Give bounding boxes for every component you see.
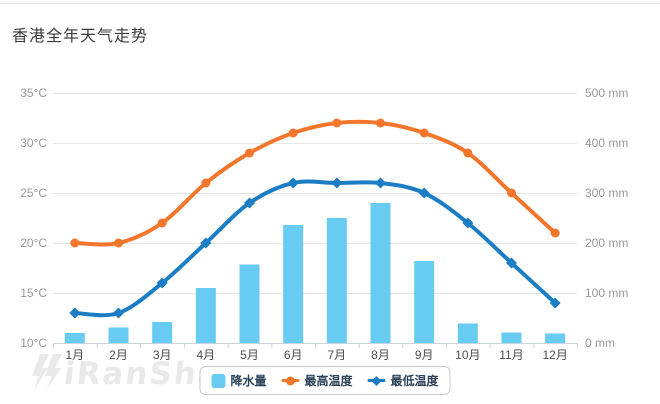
max-temp-point[interactable] bbox=[550, 228, 560, 238]
min-temp-point[interactable] bbox=[331, 177, 343, 189]
precipitation-bar[interactable] bbox=[501, 332, 522, 344]
x-axis-label: 6月 bbox=[284, 348, 303, 362]
page-title: 香港全年天气走势 bbox=[12, 28, 149, 45]
min-temp-point[interactable] bbox=[156, 277, 168, 289]
max-temp-point[interactable] bbox=[376, 118, 385, 128]
legend: 降水量 最高温度 最低温度 bbox=[199, 366, 451, 395]
x-axis-label: 10月 bbox=[455, 348, 480, 362]
max-temp-point[interactable] bbox=[419, 128, 429, 138]
legend-label-precipitation: 降水量 bbox=[230, 374, 267, 388]
max-temp-point[interactable] bbox=[332, 118, 342, 128]
x-axis-label: 3月 bbox=[153, 348, 172, 362]
precipitation-bar[interactable] bbox=[152, 322, 173, 343]
precipitation-bar[interactable] bbox=[457, 323, 478, 344]
y-axis-label-right: 0 mm bbox=[585, 336, 615, 350]
y-axis-label-left: 25°C bbox=[20, 186, 47, 200]
min-temp-marker-icon bbox=[367, 375, 386, 386]
max-temp-point[interactable] bbox=[114, 238, 123, 248]
precipitation-bar[interactable] bbox=[108, 327, 129, 344]
min-temp-point[interactable] bbox=[418, 187, 430, 199]
y-axis-label-left: 15°C bbox=[20, 286, 47, 300]
max-temp-point[interactable] bbox=[245, 148, 254, 158]
min-temp-point[interactable] bbox=[69, 307, 81, 319]
legend-label-max-temp: 最高温度 bbox=[304, 374, 353, 388]
precipitation-bar[interactable] bbox=[239, 264, 260, 344]
min-temp-point[interactable] bbox=[462, 217, 474, 229]
min-temp-point[interactable] bbox=[549, 297, 561, 309]
min-temp-point[interactable] bbox=[506, 257, 517, 269]
precipitation-bar[interactable] bbox=[64, 333, 85, 343]
max-temp-point[interactable] bbox=[70, 238, 80, 248]
top-divider bbox=[0, 3, 660, 4]
x-axis-label: 5月 bbox=[240, 348, 259, 362]
max-temp-point[interactable] bbox=[201, 178, 211, 188]
max-temp-point[interactable] bbox=[288, 128, 298, 138]
precipitation-bar[interactable] bbox=[370, 203, 391, 343]
y-axis-label-left: 20°C bbox=[20, 236, 47, 250]
precipitation-bar[interactable] bbox=[283, 225, 304, 343]
x-axis-label: 2月 bbox=[109, 348, 128, 362]
min-temp-line[interactable] bbox=[72, 179, 558, 318]
y-axis-label-right: 400 mm bbox=[585, 136, 628, 150]
x-axis-label: 9月 bbox=[415, 348, 434, 362]
y-axis-label-right: 300 mm bbox=[585, 186, 628, 200]
y-axis-label-right: 100 mm bbox=[585, 286, 628, 300]
min-temp-point[interactable] bbox=[200, 237, 212, 249]
y-axis-label-left: 30°C bbox=[20, 136, 47, 150]
legend-label-min-temp: 最低温度 bbox=[390, 374, 439, 388]
max-temp-point[interactable] bbox=[463, 148, 473, 158]
x-axis-label: 4月 bbox=[196, 348, 215, 362]
y-axis-label-left: 35°C bbox=[20, 86, 47, 100]
legend-item-max-temp[interactable]: 最高温度 bbox=[281, 372, 353, 389]
precipitation-bar[interactable] bbox=[195, 288, 216, 343]
y-axis-label-right: 500 mm bbox=[585, 86, 628, 100]
x-axis-label: 8月 bbox=[371, 348, 390, 362]
x-axis-label: 7月 bbox=[327, 348, 346, 362]
max-temp-point[interactable] bbox=[507, 188, 516, 198]
max-temp-marker-icon bbox=[281, 376, 300, 385]
precipitation-bar[interactable] bbox=[326, 218, 347, 343]
legend-item-precipitation[interactable]: 降水量 bbox=[211, 372, 266, 389]
precipitation-bar[interactable] bbox=[545, 333, 566, 344]
min-temp-point[interactable] bbox=[375, 177, 386, 189]
x-axis-label: 12月 bbox=[542, 348, 567, 362]
legend-item-min-temp[interactable]: 最低温度 bbox=[367, 372, 439, 389]
min-temp-point[interactable] bbox=[113, 307, 124, 319]
min-temp-point[interactable] bbox=[244, 197, 255, 209]
precipitation-bar[interactable] bbox=[414, 261, 435, 343]
max-temp-point[interactable] bbox=[157, 218, 167, 228]
precipitation-swatch-icon bbox=[211, 373, 226, 388]
y-axis-label-right: 200 mm bbox=[585, 236, 628, 250]
min-temp-point[interactable] bbox=[287, 177, 299, 189]
y-axis-label-left: 10°C bbox=[20, 336, 47, 350]
x-axis-label: 1月 bbox=[65, 348, 84, 362]
x-axis-label: 11月 bbox=[499, 348, 523, 362]
